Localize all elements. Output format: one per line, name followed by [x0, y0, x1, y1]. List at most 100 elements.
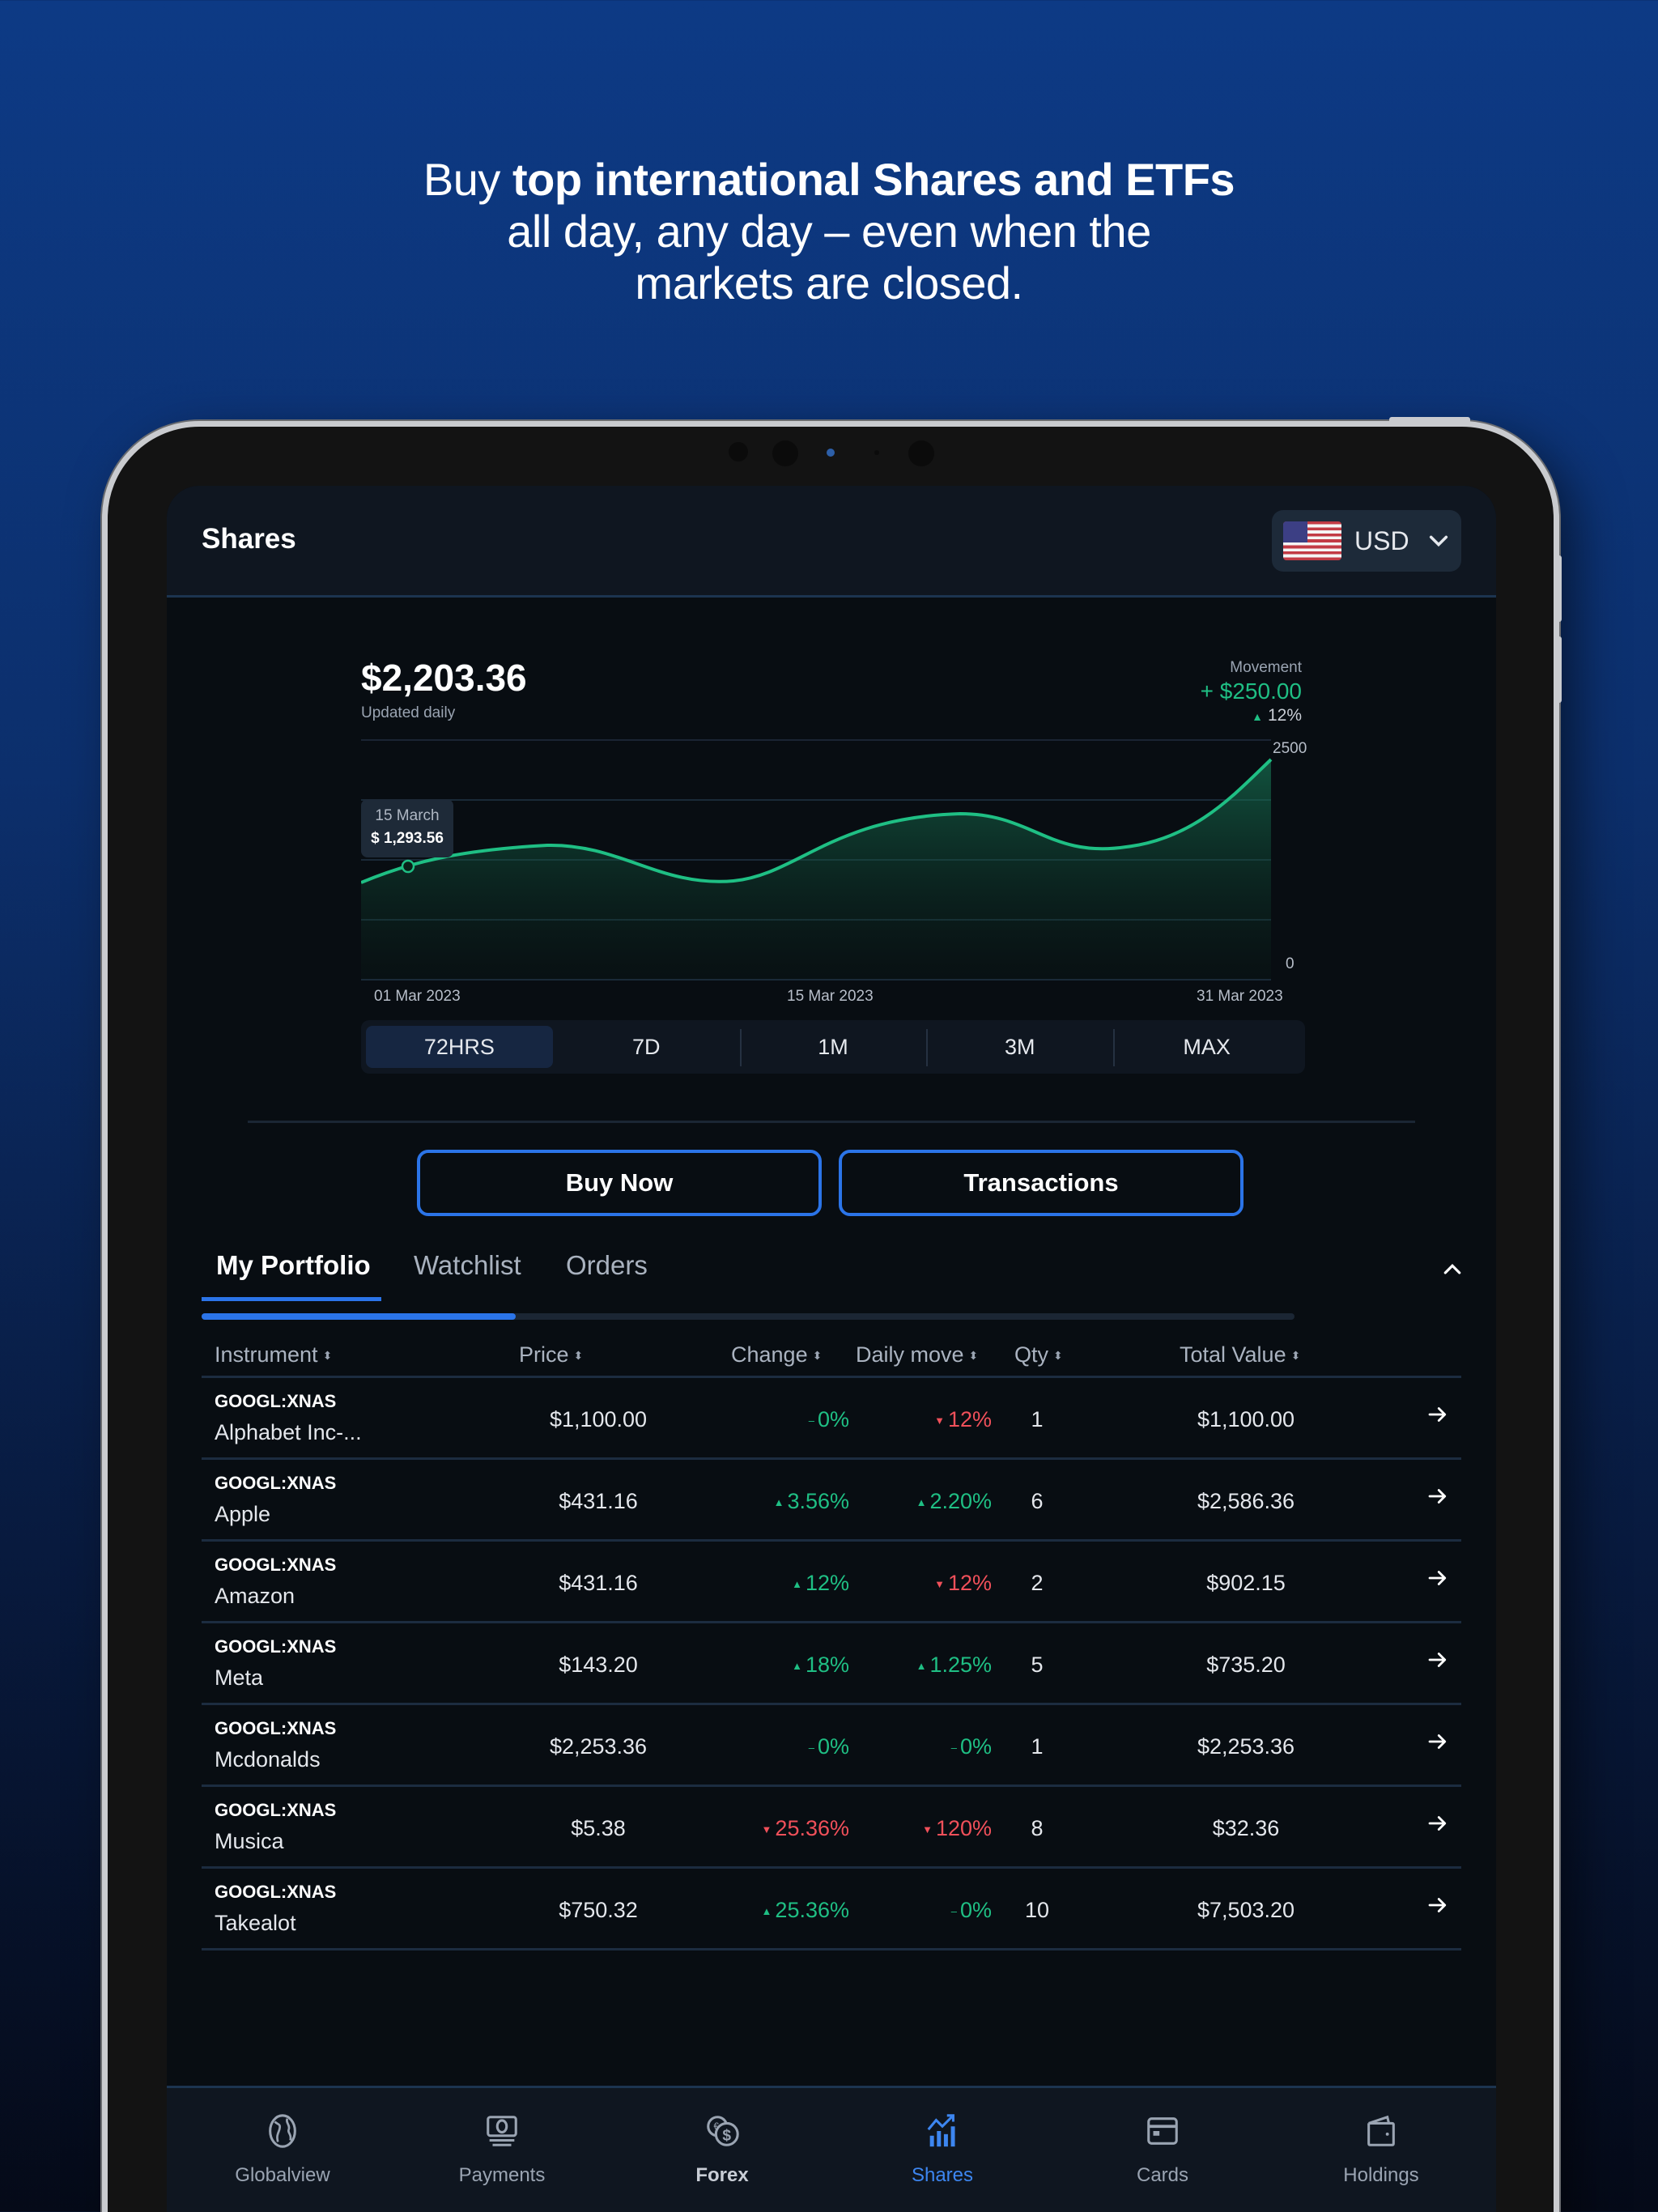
- table-row[interactable]: GOOGL:XNAS Meta $143.20 ▲ 18% ▲ 1.25% 5 $7…: [202, 1623, 1461, 1705]
- arrow-right-icon[interactable]: [1426, 1729, 1450, 1754]
- movement-percent: 12%: [1267, 706, 1302, 725]
- arrow-right-icon[interactable]: [1426, 1402, 1450, 1427]
- nav-holdings[interactable]: Holdings: [1300, 2112, 1462, 2187]
- qty-cell: 8: [1031, 1816, 1044, 1840]
- sensor-lens-icon: [908, 440, 934, 466]
- instrument-ticker: GOOGL:XNAS: [215, 1800, 337, 1820]
- portfolio-subtitle: Updated daily: [361, 704, 456, 721]
- nav-payments[interactable]: Payments: [421, 2112, 583, 2187]
- instrument-name: Meta: [215, 1665, 264, 1690]
- total-value-cell: $1,100.00: [1197, 1407, 1295, 1431]
- tab-watchlist[interactable]: Watchlist: [414, 1250, 521, 1280]
- up-indicator-icon: ▲: [773, 1496, 784, 1509]
- range-1m[interactable]: 1M: [739, 1026, 927, 1068]
- portfolio-chart[interactable]: 15 March $ 1,293.56 2500 0 01 Mar 2023 1…: [361, 729, 1316, 1093]
- col-qty[interactable]: Qty ⬍: [1014, 1342, 1063, 1367]
- app-header: Shares USD: [167, 486, 1496, 598]
- total-value-cell: $2,253.36: [1197, 1734, 1295, 1759]
- range-7d[interactable]: 7D: [631, 1034, 661, 1059]
- up-indicator-icon: ▲: [761, 1905, 772, 1918]
- instrument-name: Mcdonalds: [215, 1747, 321, 1772]
- range-max[interactable]: MAX: [1113, 1026, 1300, 1068]
- headline-line-2: all day, any day – even when the: [507, 206, 1151, 257]
- nav-forex[interactable]: $ € Forex: [641, 2112, 803, 2187]
- total-value-cell: $2,586.36: [1197, 1489, 1295, 1513]
- tab-my-portfolio[interactable]: My Portfolio: [216, 1250, 371, 1280]
- flat-indicator-icon: –: [808, 1742, 814, 1755]
- wallet-icon: [1367, 2115, 1395, 2146]
- x-tick-start: 01 Mar 2023: [374, 988, 461, 1005]
- sensor-icon: [729, 442, 748, 462]
- table-header: Instrument ⬍ Price ⬍ Change ⬍ Daily move ⬍ Q…: [202, 1336, 1461, 1378]
- sensor-dot-icon: [874, 450, 879, 455]
- arrow-right-icon[interactable]: [1426, 1811, 1450, 1836]
- table-row[interactable]: GOOGL:XNAS Mcdonalds $2,253.36 –0% –0% 1…: [202, 1705, 1461, 1787]
- table-row[interactable]: GOOGL:XNAS Takealot $750.32 ▲ 25.36% –0% …: [202, 1869, 1461, 1950]
- change-cell: ▲ 25.36%: [761, 1898, 849, 1922]
- nav-shares[interactable]: Shares: [861, 2112, 1023, 2187]
- nav-cards[interactable]: Cards: [1082, 2112, 1244, 2187]
- camera-indicator-icon: [827, 449, 835, 457]
- table-row[interactable]: GOOGL:XNAS Apple $431.16 ▲ 3.56% ▲ 2.20% 6…: [202, 1460, 1461, 1542]
- range-3m[interactable]: 3M: [926, 1026, 1113, 1068]
- qty-cell: 10: [1024, 1898, 1050, 1922]
- flat-indicator-icon: –: [808, 1414, 814, 1427]
- daily-move-cell: –0%: [950, 1898, 992, 1922]
- chevron-down-icon: [1429, 535, 1448, 547]
- up-indicator-icon: ▲: [792, 1660, 802, 1673]
- daily-move-cell: ▲ 2.20%: [916, 1489, 992, 1513]
- currency-exchange-icon: $€: [707, 2116, 739, 2146]
- down-indicator-icon: ▼: [934, 1578, 945, 1591]
- portfolio-tabs: My Portfolio Watchlist Orders: [202, 1250, 1465, 1323]
- total-value-cell: $902.15: [1206, 1571, 1286, 1595]
- tooltip-date: 15 March: [375, 807, 440, 824]
- chart-tooltip: 15 March $ 1,293.56: [361, 799, 453, 857]
- table-row[interactable]: GOOGL:XNAS Musica $5.38 ▼ 25.36% ▼ 120% 8 …: [202, 1787, 1461, 1869]
- table-row[interactable]: GOOGL:XNAS Alphabet Inc-... $1,100.00 –0…: [202, 1378, 1461, 1460]
- table-row[interactable]: GOOGL:XNAS Amazon $431.16 ▲ 12% ▼ 12% 2 $9…: [202, 1542, 1461, 1623]
- x-tick-mid: 15 Mar 2023: [787, 988, 874, 1005]
- up-indicator-icon: ▲: [916, 1660, 927, 1673]
- banknote-icon: [487, 2116, 517, 2146]
- up-indicator-icon: ▲: [916, 1496, 927, 1509]
- daily-move-cell: –0%: [950, 1734, 992, 1759]
- chart-bars-icon: [927, 2114, 955, 2147]
- col-total-value[interactable]: Total Value ⬍: [1180, 1342, 1301, 1367]
- tooltip-value: $ 1,293.56: [371, 830, 444, 847]
- portfolio-value: $2,203.36: [361, 657, 527, 699]
- active-tab-indicator: [202, 1297, 381, 1301]
- currency-selector[interactable]: USD: [1272, 510, 1461, 572]
- col-instrument[interactable]: Instrument ⬍: [215, 1342, 333, 1367]
- instrument-ticker: GOOGL:XNAS: [215, 1718, 337, 1738]
- col-price[interactable]: Price ⬍: [519, 1342, 584, 1367]
- flat-indicator-icon: –: [950, 1905, 957, 1918]
- headline-line-3: markets are closed.: [635, 257, 1023, 308]
- card-icon: [1147, 2117, 1178, 2145]
- us-flag-icon: [1283, 521, 1341, 560]
- qty-cell: 2: [1031, 1571, 1044, 1595]
- col-change[interactable]: Change ⬍: [731, 1342, 823, 1367]
- col-daily-move[interactable]: Daily move ⬍: [856, 1342, 979, 1367]
- page-title: Shares: [202, 523, 296, 555]
- arrow-right-icon[interactable]: [1426, 1484, 1450, 1508]
- arrow-right-icon[interactable]: [1426, 1893, 1450, 1917]
- arrow-right-icon[interactable]: [1426, 1648, 1450, 1672]
- range-72hrs[interactable]: 72HRS: [366, 1026, 553, 1068]
- svg-text:$: $: [722, 2128, 731, 2145]
- transactions-button[interactable]: Transactions: [839, 1150, 1244, 1216]
- tab-orders[interactable]: Orders: [566, 1250, 648, 1280]
- down-indicator-icon: ▼: [934, 1414, 945, 1427]
- price-cell: $1,100.00: [549, 1407, 648, 1431]
- nav-globalview[interactable]: Globalview: [202, 2112, 363, 2187]
- price-cell: $143.20: [559, 1653, 638, 1677]
- instrument-name: Apple: [215, 1502, 271, 1526]
- svg-text:€: €: [713, 2122, 719, 2132]
- tab-scrollbar[interactable]: [202, 1313, 1295, 1320]
- chevron-up-icon[interactable]: [1440, 1257, 1465, 1281]
- arrow-right-icon[interactable]: [1426, 1566, 1450, 1590]
- app-screen: Shares USD $2,203.36 Updated daily Movem…: [167, 486, 1496, 2212]
- price-cell: $2,253.36: [549, 1734, 648, 1759]
- device-volume-up-button: [1555, 555, 1562, 622]
- down-indicator-icon: ▼: [761, 1823, 772, 1836]
- buy-now-button[interactable]: Buy Now: [417, 1150, 822, 1216]
